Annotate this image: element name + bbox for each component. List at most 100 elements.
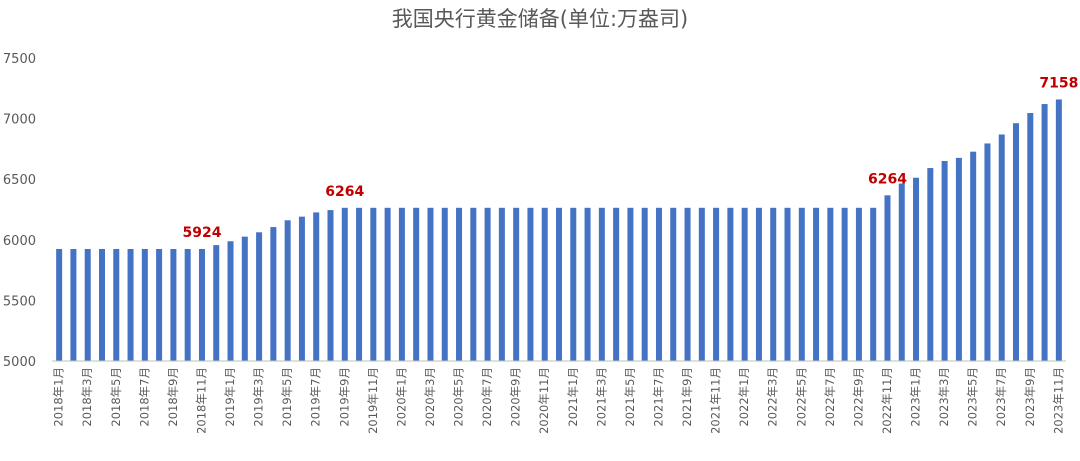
bar <box>884 195 891 361</box>
bar <box>598 207 605 361</box>
x-tick-label: 2019年7月 <box>309 367 323 427</box>
bar <box>70 249 77 361</box>
bar <box>398 207 405 361</box>
bar <box>356 207 363 361</box>
bar <box>1013 123 1020 362</box>
bar <box>898 183 905 361</box>
bar <box>827 207 834 361</box>
bar <box>941 161 948 361</box>
x-tick-label: 2018年9月 <box>166 367 180 427</box>
x-tick-label: 2022年3月 <box>766 367 780 427</box>
bar <box>556 207 562 361</box>
x-tick-label: 2021年11月 <box>709 367 723 434</box>
x-tick-label: 2022年7月 <box>823 367 837 427</box>
bar <box>113 249 120 361</box>
bar <box>998 134 1005 361</box>
bar <box>413 207 420 361</box>
bar <box>698 207 705 361</box>
bar <box>841 207 848 361</box>
bar <box>541 207 548 361</box>
bar <box>770 207 777 361</box>
chart-title: 我国央行黄金储备(单位:万盎司) <box>392 7 688 31</box>
y-tick-label: 5500 <box>3 294 36 309</box>
x-tick-label: 2020年11月 <box>537 367 551 434</box>
x-tick-label: 2018年11月 <box>194 367 208 434</box>
bar <box>1041 104 1048 361</box>
bar <box>913 177 920 361</box>
bar <box>370 207 377 361</box>
bar <box>198 249 205 361</box>
x-tick-label: 2020年5月 <box>452 367 466 427</box>
y-tick-label: 6000 <box>3 234 36 249</box>
bar <box>213 245 220 361</box>
bars <box>56 99 1062 362</box>
bar <box>627 207 634 361</box>
x-tick-label: 2019年9月 <box>337 367 351 427</box>
data-label: 6264 <box>325 184 364 200</box>
x-tick-label: 2020年3月 <box>423 367 437 427</box>
bar <box>741 207 748 361</box>
x-tick-label: 2021年3月 <box>594 367 608 427</box>
bar <box>313 212 320 361</box>
bar <box>484 207 491 361</box>
data-label: 7158 <box>1039 75 1078 91</box>
bar <box>456 207 463 361</box>
bar <box>227 241 234 361</box>
x-axis-ticks: 2018年1月 2018年3月 2018年5月 2018年7月 2018年9月 2018年… <box>52 367 1066 434</box>
data-label: 6264 <box>868 171 907 187</box>
bar <box>256 232 263 361</box>
bar <box>98 249 105 361</box>
x-tick-label: 2019年1月 <box>223 367 237 427</box>
bar <box>498 207 505 361</box>
x-tick-label: 2023年5月 <box>966 367 980 427</box>
bar <box>613 207 620 361</box>
x-tick-label: 2019年3月 <box>252 367 266 427</box>
x-tick-label: 2023年9月 <box>1023 367 1037 427</box>
bar <box>798 207 805 361</box>
x-tick-label: 2023年1月 <box>909 367 923 427</box>
x-tick-label: 2018年5月 <box>109 367 123 427</box>
bar <box>241 236 248 361</box>
bar <box>984 143 991 361</box>
bar <box>298 216 305 361</box>
bar <box>327 210 334 361</box>
x-tick-label: 2020年9月 <box>509 367 523 427</box>
bar <box>655 207 662 361</box>
bar <box>427 207 434 361</box>
bar <box>970 151 977 361</box>
bar <box>727 207 734 361</box>
bar <box>855 207 862 361</box>
x-tick-label: 2020年1月 <box>394 367 408 427</box>
bar <box>584 207 591 361</box>
bar <box>570 207 577 361</box>
bar <box>56 249 63 361</box>
x-tick-label: 2018年1月 <box>52 367 66 427</box>
bar <box>784 207 791 361</box>
bar <box>1055 99 1062 361</box>
x-tick-label: 2022年1月 <box>737 367 751 427</box>
bar <box>84 249 91 361</box>
bar <box>670 207 677 361</box>
bar <box>527 207 534 361</box>
bar <box>141 249 148 361</box>
bar <box>684 207 691 361</box>
bar <box>870 207 877 361</box>
bar <box>270 227 277 361</box>
bar <box>441 207 448 361</box>
x-tick-label: 2019年11月 <box>366 367 380 434</box>
bar <box>1027 113 1034 362</box>
x-tick-label: 2023年3月 <box>937 367 951 427</box>
bar <box>713 207 720 361</box>
x-tick-label: 2021年1月 <box>566 367 580 427</box>
bar <box>184 249 191 361</box>
bar <box>813 207 820 361</box>
x-tick-label: 2021年5月 <box>623 367 637 427</box>
x-tick-label: 2021年9月 <box>680 367 694 427</box>
bar <box>170 249 177 361</box>
y-tick-label: 5000 <box>3 355 36 370</box>
x-tick-label: 2022年9月 <box>851 367 865 427</box>
x-tick-label: 2018年3月 <box>80 367 94 427</box>
bar <box>384 207 391 361</box>
x-tick-label: 2020年7月 <box>480 367 494 427</box>
y-tick-label: 7000 <box>3 113 36 128</box>
